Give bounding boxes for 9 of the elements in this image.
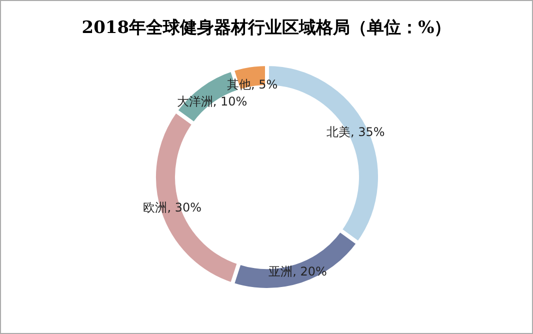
slice-label: 北美	[326, 124, 350, 139]
data-label: , 35%	[350, 124, 385, 139]
data-label: , 5%	[251, 78, 278, 92]
chart-title: 2018年全球健身器材行业区域格局（单位：%）	[82, 18, 452, 38]
slice-label: 欧洲	[143, 200, 168, 215]
data-label: , 20%	[292, 264, 327, 279]
data-label: , 30%	[167, 200, 202, 215]
data-label: , 10%	[212, 94, 248, 108]
slice-label: 亚洲	[268, 264, 293, 279]
